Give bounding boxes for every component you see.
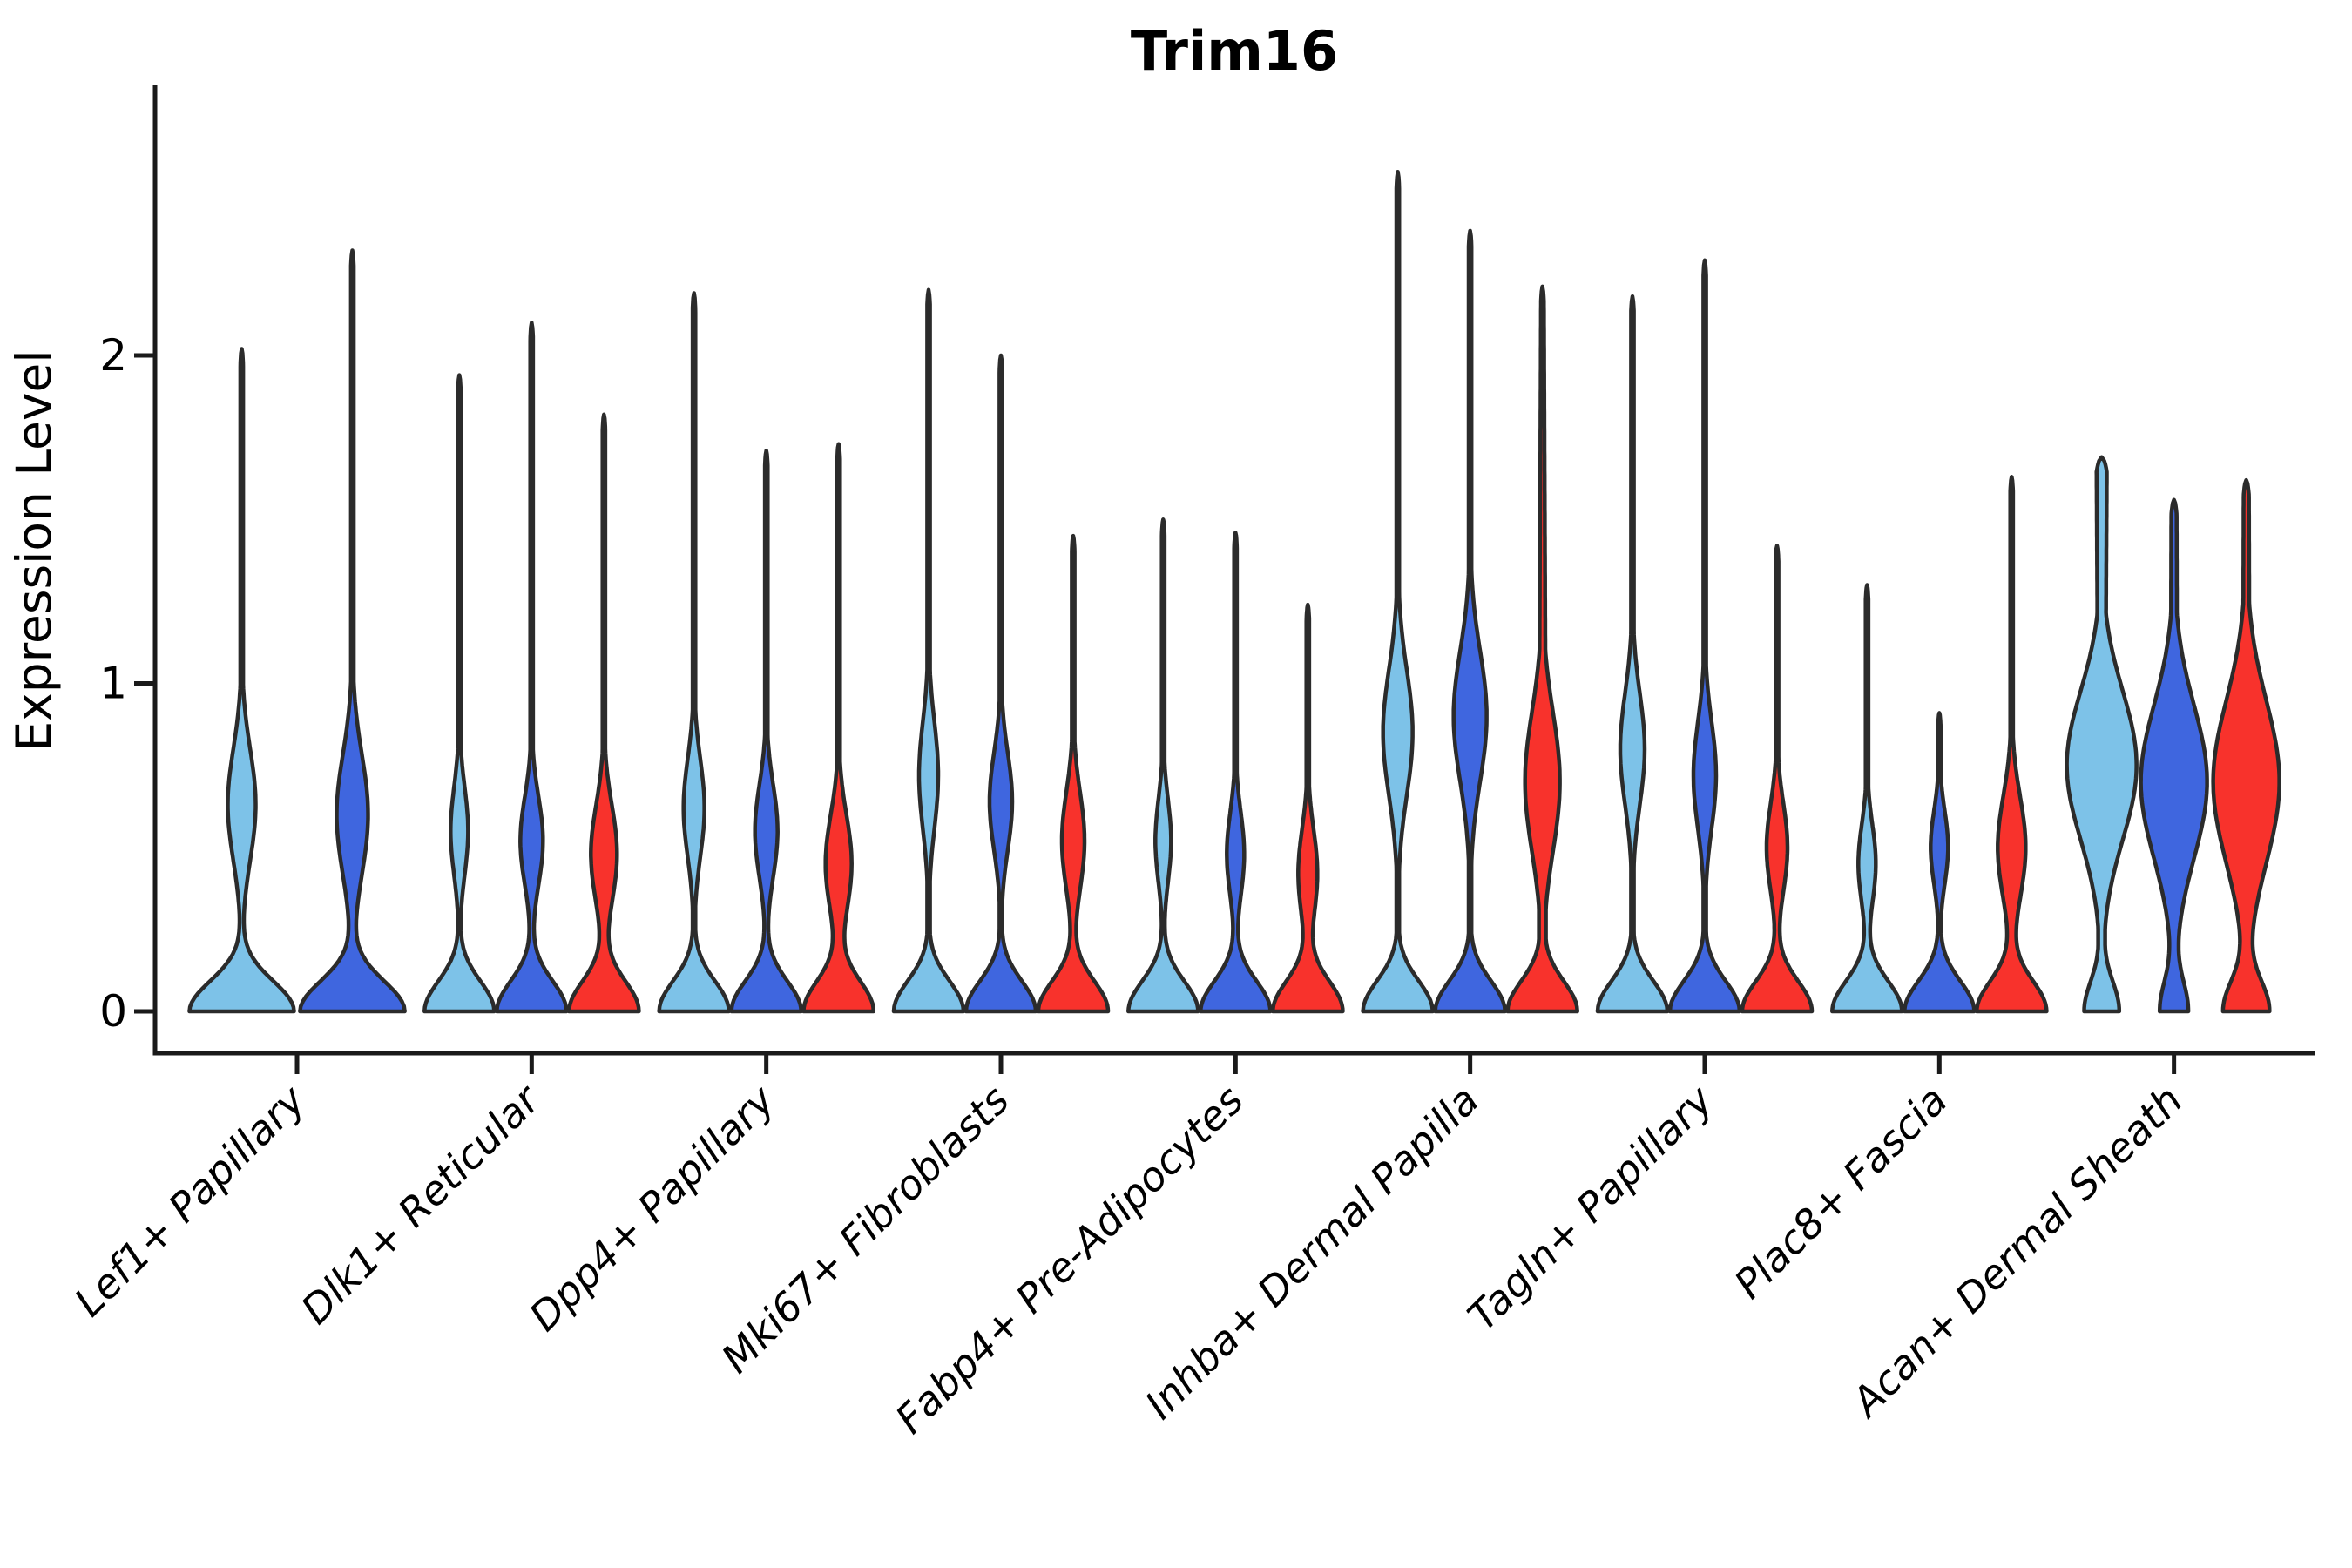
chart-title: Trim16: [1131, 19, 1338, 83]
x-category-label-0: Lef1+ Papillary: [65, 1076, 314, 1325]
y-tick-label-0: 0: [99, 986, 127, 1037]
violin-8-s3: [2211, 477, 2281, 1014]
violin-7-s1: [1830, 583, 1904, 1014]
violin-1-s3: [566, 412, 641, 1014]
violins-layer: [187, 169, 2281, 1014]
violin-2-s3: [801, 442, 876, 1014]
violin-3-s3: [1036, 533, 1111, 1014]
y-axis-label: Expression Level: [6, 349, 62, 751]
violin-7-s2: [1903, 711, 1977, 1014]
violin-8-s1: [2065, 455, 2139, 1014]
x-category-label-2: Dpp4+ Papillary: [520, 1076, 784, 1340]
x-category-label-1: Dlk1+ Reticular: [292, 1074, 551, 1333]
violin-6-s3: [1740, 544, 1815, 1014]
violin-5-s1: [1361, 169, 1435, 1014]
violin-6-s1: [1595, 294, 1670, 1014]
y-tick-label-1: 1: [99, 659, 127, 709]
violin-0-s2: [298, 248, 407, 1014]
violin-4-s2: [1199, 531, 1273, 1014]
violin-1-s1: [422, 373, 497, 1014]
violin-5-s3: [1505, 284, 1579, 1014]
violin-5-s2: [1433, 228, 1507, 1014]
violin-2-s2: [729, 448, 803, 1014]
x-category-label-7: Plac8+ Fascia: [1725, 1077, 1956, 1308]
violin-2-s1: [657, 291, 731, 1014]
x-category-label-6: Tagln+ Papillary: [1458, 1076, 1722, 1340]
y-tick-label-2: 2: [99, 330, 127, 381]
violin-8-s2: [2139, 497, 2209, 1014]
violin-0-s1: [187, 347, 296, 1014]
violin-4-s3: [1270, 602, 1345, 1014]
violin-3-s1: [891, 287, 966, 1014]
axis-ticks: [134, 353, 2177, 1074]
violin-4-s1: [1126, 517, 1200, 1014]
violin-6-s2: [1667, 258, 1742, 1014]
violin-1-s2: [495, 321, 569, 1014]
violin-3-s2: [963, 353, 1038, 1014]
violin-7-s3: [1974, 475, 2049, 1014]
